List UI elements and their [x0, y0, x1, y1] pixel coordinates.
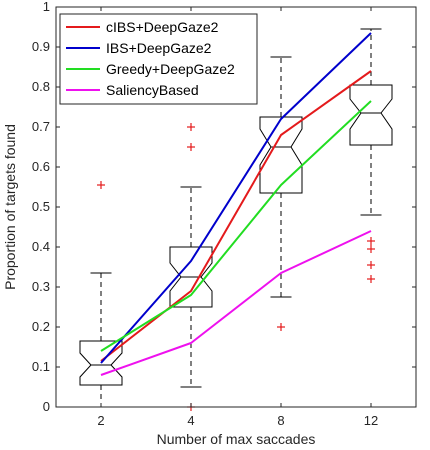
x-tick-label: 12 [364, 413, 378, 428]
y-tick-label: 0.8 [32, 79, 50, 94]
series-line-greedy-deepgaze2 [100, 100, 372, 352]
y-tick-label: 0 [43, 399, 50, 414]
x-tick-label: 2 [97, 413, 104, 428]
box-body [169, 246, 213, 308]
x-axis-label: Number of max saccades [157, 431, 316, 447]
x-tick-label: 8 [277, 413, 284, 428]
y-tick-label: 0.7 [32, 119, 50, 134]
axes: 00.10.20.30.40.50.60.70.80.912 4 8 12 [32, 0, 417, 428]
y-tick-label: 0.2 [32, 319, 50, 334]
y-tick-label: 0.4 [32, 239, 50, 254]
series-line-saliencybased [100, 230, 372, 376]
legend-entry: IBS+DeepGaze2 [106, 40, 212, 56]
series-line-ibs-deepgaze2 [100, 32, 372, 364]
box-body [349, 84, 393, 146]
y-tick-label: 0.5 [32, 199, 50, 214]
y-axis-label: Proportion of targets found [2, 124, 18, 290]
series-line-cibs-deepgaze2 [100, 70, 372, 362]
box-body [79, 340, 123, 386]
y-tick-label: 0.6 [32, 159, 50, 174]
y-tick-label: 0.9 [32, 39, 50, 54]
legend: cIBS+DeepGaze2 IBS+DeepGaze2 Greedy+DeepGa… [59, 13, 258, 105]
plot-area [79, 28, 393, 411]
box-12 [349, 28, 393, 283]
legend-entry: SaliencyBased [106, 82, 199, 98]
y-tick-label: 1 [43, 0, 50, 14]
y-tick-label: 0.1 [32, 359, 50, 374]
x-tick-label: 4 [187, 413, 194, 428]
legend-entry: Greedy+DeepGaze2 [106, 61, 235, 77]
legend-entry: cIBS+DeepGaze2 [106, 19, 219, 35]
y-tick-label: 0.3 [32, 279, 50, 294]
